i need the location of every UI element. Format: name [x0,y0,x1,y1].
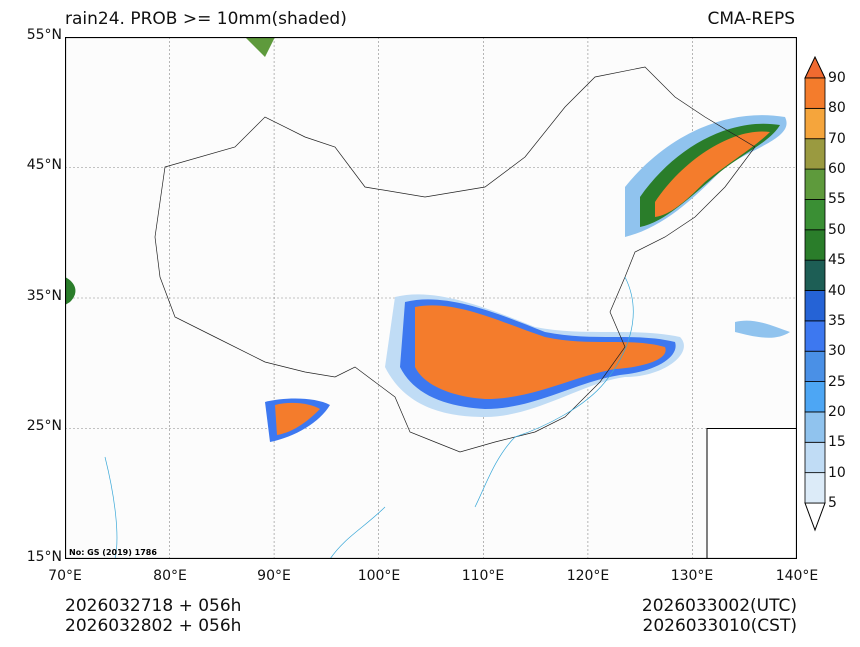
colorbar-label: 10 [828,464,846,481]
colorbar-segment [804,229,826,261]
colorbar-segment [804,290,826,322]
colorbar-label: 35 [828,312,846,329]
valid-time-cst: 2026033010(CST) [642,616,797,636]
colorbar-segment [804,199,826,231]
colorbar-label: 90 [828,70,846,86]
lon-tick: 100°E [357,568,401,584]
lon-tick: 140°E [775,568,819,584]
colorbar-segment [804,259,826,291]
init-time-cst: 2026032802 + 056h [65,616,242,636]
colorbar-under-arrow [804,502,826,532]
valid-time-utc: 2026033002(UTC) [641,596,797,616]
lat-tick: 55°N [26,27,62,43]
colorbar-segment [804,472,826,504]
lon-tick: 80°E [153,568,187,584]
lon-tick: 120°E [566,568,610,584]
colorbar-label: 70 [828,130,846,147]
init-time-block: 2026032718 + 056h 2026032802 + 056h [65,596,241,636]
colorbar-segment [804,138,826,170]
probability-map: No: GS (2019) 1786 [65,37,797,559]
lat-tick: 25°N [26,418,62,434]
lon-tick: 130°E [670,568,714,584]
colorbar-segment [804,107,826,140]
lon-tick: 70°E [48,568,82,584]
colorbar-segment [804,350,826,382]
lon-tick: 90°E [257,568,291,584]
plot-title: rain24. PROB >= 10mm(shaded) [65,9,347,29]
country-borders [154,66,756,453]
colorbar-label: 45 [828,252,846,269]
model-name: CMA-REPS [707,9,795,29]
colorbar-segment [804,381,826,413]
colorbar-label: 50 [828,221,846,238]
rain-probability-shading [65,37,790,442]
rivers-coastlines [104,276,634,559]
colorbar-label: 15 [828,434,846,451]
lat-tick: 35°N [26,288,62,304]
lat-tick: 45°N [26,157,62,173]
colorbar-label: 80 [828,100,846,117]
colorbar-label: 25 [828,373,846,390]
lon-tick: 110°E [461,568,505,584]
colorbar-label: 40 [828,282,846,299]
colorbar-segment [804,441,826,474]
colorbar-segment [804,77,826,109]
init-time-utc: 2026032718 + 056h [65,596,242,616]
map-approval-number: No: GS (2019) 1786 [69,548,157,557]
colorbar-label: 60 [828,161,846,178]
colorbar-label: 55 [828,191,846,208]
colorbar-segment [804,320,826,352]
colorbar-segment [804,411,826,443]
colorbar-label: 30 [828,343,846,360]
colorbar-over-arrow [804,56,826,79]
lat-tick: 15°N [26,549,62,565]
colorbar-label: 5 [828,495,837,511]
valid-time-block: 2026033002(UTC) 2026033010(CST) [642,596,797,636]
south-china-sea-inset [706,428,797,559]
colorbar-segment [804,168,826,200]
colorbar [804,56,826,532]
colorbar-label: 20 [828,403,846,420]
